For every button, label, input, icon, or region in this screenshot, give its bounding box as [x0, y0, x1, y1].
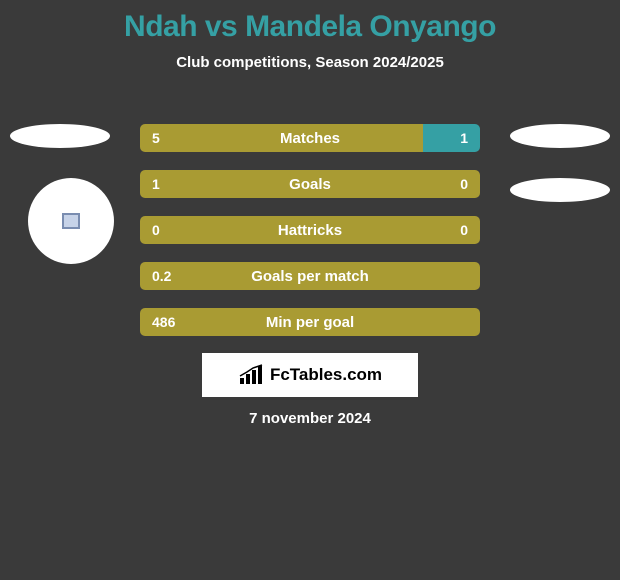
brand-box[interactable]: FcTables.com: [202, 353, 418, 397]
bar-left: [140, 308, 480, 336]
avatar-placeholder-icon: [62, 213, 80, 229]
team-badge-left-1: [10, 124, 110, 148]
player-avatar-left: [28, 178, 114, 264]
subtitle: Club competitions, Season 2024/2025: [0, 54, 620, 71]
stat-row: Goals10: [140, 170, 480, 198]
bar-left: [140, 262, 480, 290]
stat-row: Goals per match0.2: [140, 262, 480, 290]
comparison-stats: Matches51 Goals10 Hattricks00 Goals per mat…: [140, 124, 480, 354]
team-badge-right-2: [510, 178, 610, 202]
bar-left: [140, 170, 480, 198]
stat-row: Min per goal486: [140, 308, 480, 336]
page-title: Ndah vs Mandela Onyango: [0, 0, 620, 44]
brand-label: FcTables.com: [270, 365, 382, 385]
brand-bars-icon: [238, 364, 264, 386]
date-line: 7 november 2024: [0, 410, 620, 427]
team-badge-right-1: [510, 124, 610, 148]
stat-row: Matches51: [140, 124, 480, 152]
stat-row: Hattricks00: [140, 216, 480, 244]
bar-left: [140, 124, 423, 152]
bar-right: [423, 124, 480, 152]
bar-left: [140, 216, 480, 244]
